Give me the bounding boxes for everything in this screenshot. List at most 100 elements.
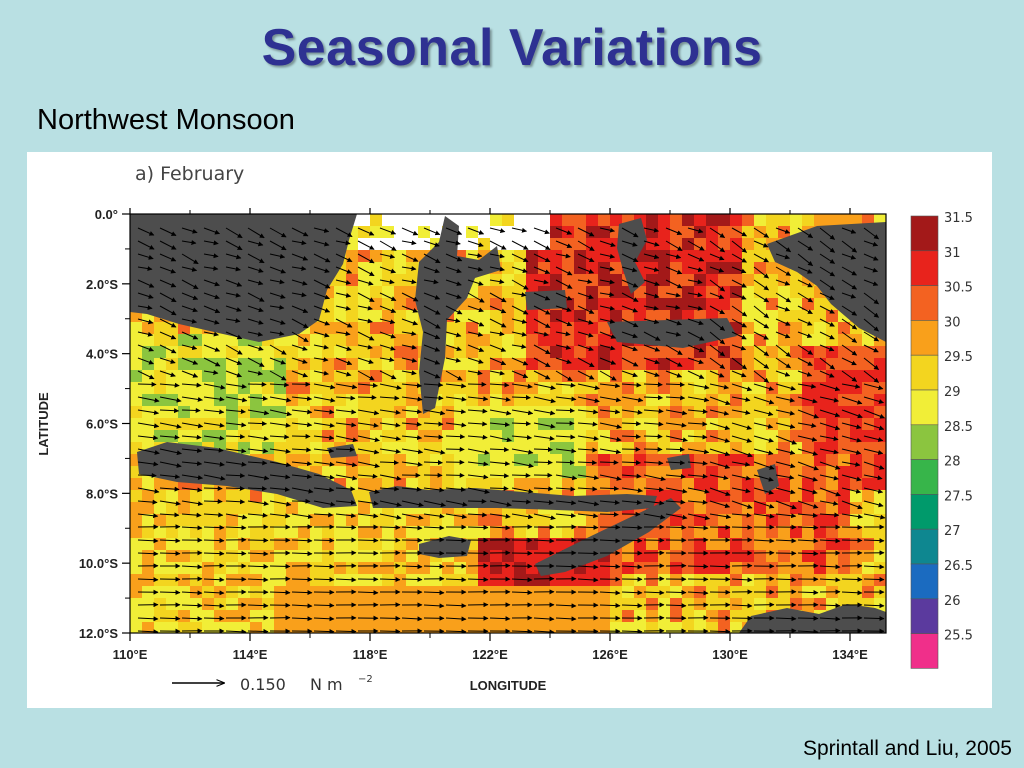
sst-cell [154, 526, 166, 538]
sst-cell [838, 490, 850, 502]
sst-cell [730, 562, 742, 574]
wind-vector [511, 590, 533, 596]
sst-cell [310, 550, 322, 562]
sst-cell [154, 562, 166, 574]
sst-cell [778, 322, 790, 334]
sst-cell [238, 346, 250, 358]
sst-cell [742, 550, 754, 562]
colorbar: 31.5 31 30.5 30 29.5 29 28.5 28 27.5 27 26.5 26 25.5 [910, 211, 973, 669]
sst-cell [322, 430, 334, 442]
sst-cell [862, 538, 874, 550]
y-tick-label: 4.0°S [86, 347, 118, 362]
sst-cell [142, 526, 154, 538]
colorbar-label: 31.5 [944, 211, 973, 226]
sst-cell [190, 586, 202, 598]
sst-cell [622, 418, 634, 430]
sst-cell [442, 370, 454, 382]
sst-cell [694, 490, 706, 502]
sst-cell [706, 238, 718, 250]
sst-cell [814, 598, 826, 610]
sst-cell [526, 334, 538, 346]
sst-cell [214, 430, 226, 442]
sst-cell [766, 574, 778, 586]
sst-cell [742, 322, 754, 334]
sst-cell [214, 514, 226, 526]
sst-cell [406, 430, 418, 442]
colorbar-swatch [910, 285, 939, 321]
sst-cell [250, 526, 262, 538]
sst-cell [730, 502, 742, 514]
sst-cell [706, 466, 718, 478]
sst-cell [682, 238, 694, 250]
sst-cell [706, 562, 718, 574]
sst-cell [802, 526, 814, 538]
sst-cell [670, 574, 682, 586]
sst-cell [322, 514, 334, 526]
sst-cell [766, 346, 778, 358]
sst-cell [610, 382, 622, 394]
sst-cell [634, 478, 646, 490]
sst-cell [586, 274, 598, 286]
sst-cell [406, 562, 418, 574]
sst-cell [682, 478, 694, 490]
sst-cell [250, 622, 262, 633]
wind-vector [159, 589, 181, 595]
sst-cell [202, 370, 214, 382]
sst-cell [526, 370, 538, 382]
sst-cell [334, 598, 346, 610]
sst-cell [238, 562, 250, 574]
sst-cell [730, 514, 742, 526]
sst-cell [526, 274, 538, 286]
sst-cell [334, 430, 346, 442]
plot-area [130, 214, 886, 633]
sst-cell [454, 322, 466, 334]
sst-cell [826, 214, 838, 226]
wind-vector [203, 525, 225, 531]
sst-cell [322, 550, 334, 562]
wind-vector [489, 485, 509, 491]
timor-land [535, 498, 681, 576]
sst-cell [382, 538, 394, 550]
sst-cell [262, 418, 274, 430]
wind-vector [467, 577, 489, 583]
sst-cell [838, 346, 850, 358]
sst-cell [442, 454, 454, 466]
sst-cell [646, 538, 658, 550]
sst-cell [346, 262, 358, 274]
sst-cell [766, 418, 778, 430]
sst-cell [394, 334, 406, 346]
sst-cell [514, 346, 526, 358]
sst-cell [538, 574, 550, 586]
sst-cell [622, 610, 634, 622]
sst-cell [382, 430, 394, 442]
sst-cell [346, 598, 358, 610]
sst-cell [406, 274, 418, 286]
sst-cell [286, 550, 298, 562]
sst-cell [538, 274, 550, 286]
sst-cell [574, 514, 586, 526]
sst-cell [226, 574, 238, 586]
wind-vector [203, 538, 225, 544]
sst-cell [274, 394, 286, 406]
sst-cell [310, 562, 322, 574]
sst-cell [730, 598, 742, 610]
sst-cell [190, 418, 202, 430]
sst-cell [430, 430, 442, 442]
sst-cell [214, 538, 226, 550]
sst-cell [130, 334, 142, 346]
wind-vector [621, 446, 641, 452]
sst-cell [490, 406, 502, 418]
sst-cell [202, 346, 214, 358]
sst-cell [370, 358, 382, 370]
wind-vector [709, 524, 731, 530]
sst-cell [766, 298, 778, 310]
sst-cell [526, 418, 538, 430]
sst-cell [814, 346, 826, 358]
sst-cell [370, 610, 382, 622]
sst-cell [298, 550, 310, 562]
sst-cell [490, 550, 502, 562]
sst-cell [370, 478, 382, 490]
sst-cell [778, 334, 790, 346]
sst-cell [262, 526, 274, 538]
colorbar-label: 26.5 [944, 559, 973, 574]
